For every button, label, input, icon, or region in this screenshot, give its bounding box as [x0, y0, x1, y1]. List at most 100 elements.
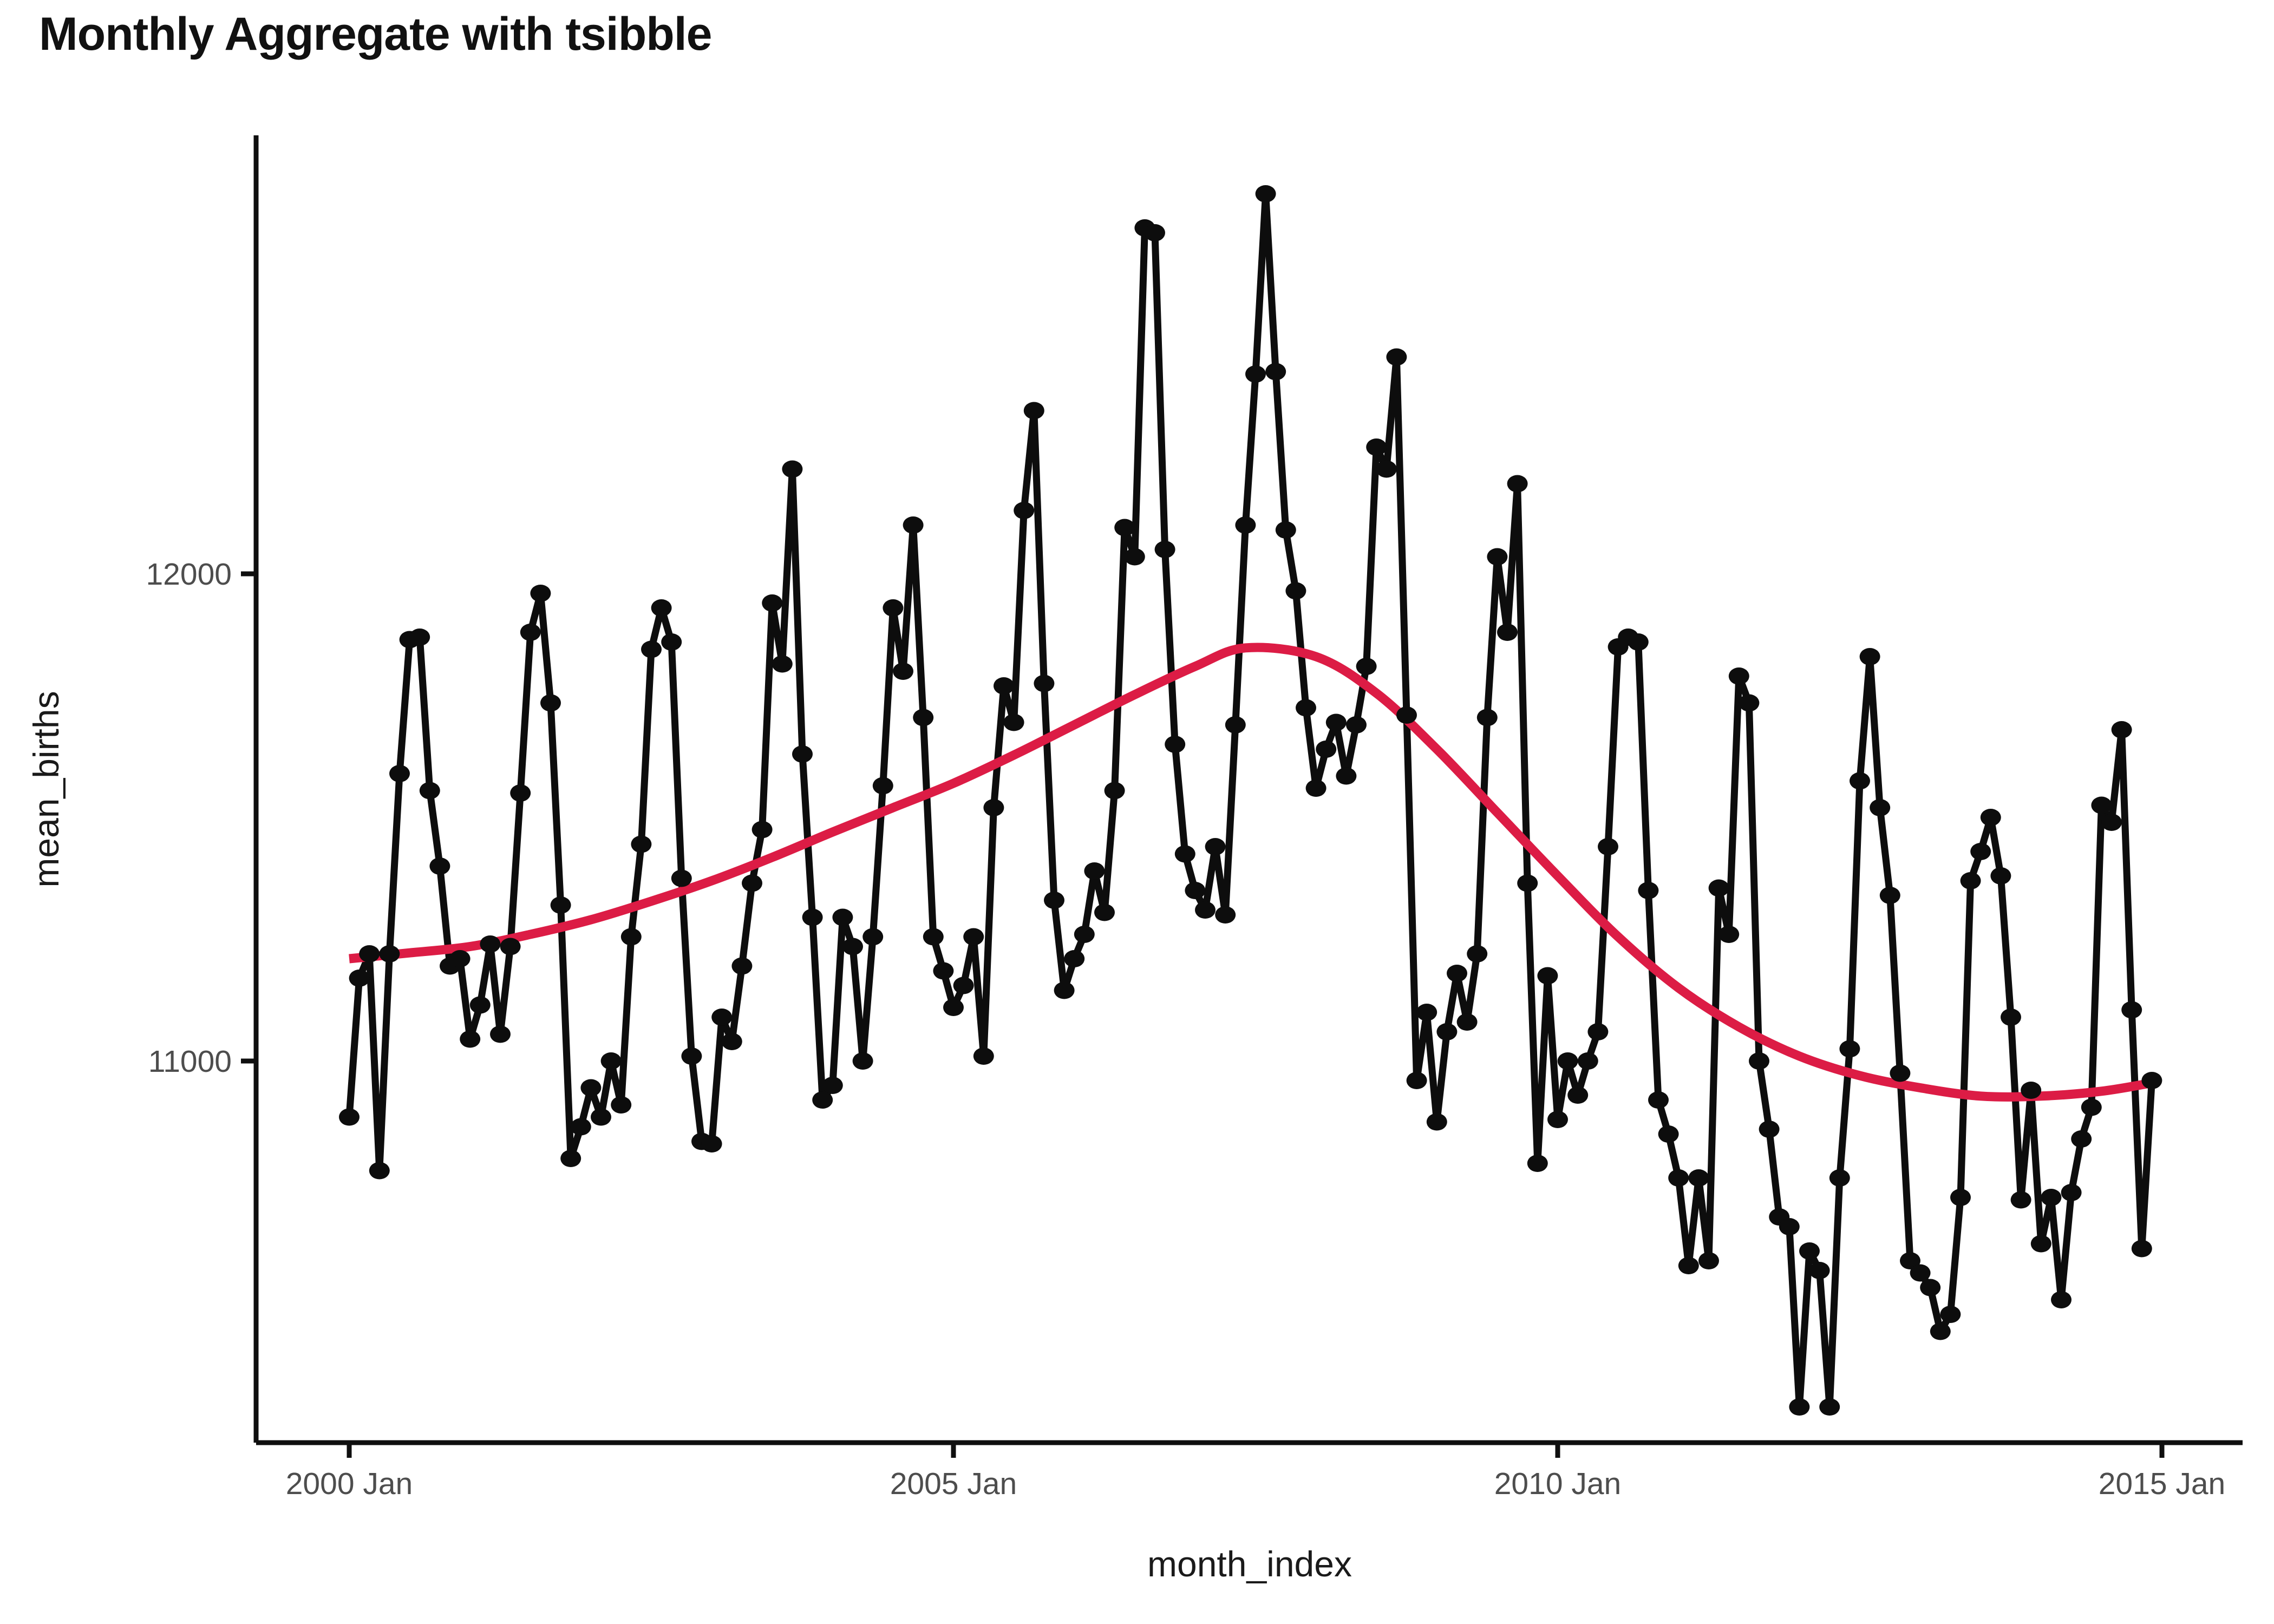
data-point — [701, 1135, 722, 1152]
data-point — [2111, 721, 2132, 738]
data-point — [1104, 782, 1125, 800]
data-point — [1668, 1169, 1689, 1187]
data-point — [1275, 521, 1296, 539]
data-point — [1859, 648, 1880, 665]
data-point — [1638, 882, 1659, 899]
data-point — [1054, 981, 1075, 999]
data-point — [1950, 1189, 1971, 1206]
data-point — [1426, 1113, 1447, 1131]
data-point — [1174, 845, 1195, 863]
data-point — [1205, 838, 1226, 855]
data-point — [782, 460, 803, 478]
x-tick-label: 2010 Jan — [1494, 1466, 1622, 1501]
data-point — [1456, 1013, 1478, 1031]
data-point — [1124, 548, 1145, 566]
data-point — [540, 694, 561, 712]
data-point — [1527, 1155, 1548, 1172]
data-point — [631, 835, 652, 853]
data-point — [1366, 438, 1387, 456]
data-point — [2101, 814, 2122, 831]
data-point — [2091, 796, 2112, 814]
data-point — [903, 516, 924, 534]
data-point — [1587, 1023, 1609, 1040]
data-point — [2131, 1240, 2152, 1258]
data-point — [1930, 1322, 1951, 1340]
data-point — [762, 594, 783, 612]
data-point — [1980, 809, 2001, 826]
data-point — [1064, 950, 1085, 967]
data-point — [923, 928, 944, 946]
data-point — [1235, 516, 1256, 534]
data-point — [661, 633, 682, 651]
data-point — [2071, 1130, 2092, 1148]
data-point — [1325, 713, 1347, 731]
data-point — [1416, 1004, 1437, 1021]
data-point — [480, 935, 501, 953]
data-point — [1598, 838, 1618, 855]
plot-title: Monthly Aggregate with tsibble — [39, 8, 712, 60]
data-point — [812, 1091, 833, 1109]
y-tick-label: 12000 — [146, 557, 232, 592]
data-point — [1265, 363, 1286, 381]
data-point — [1497, 624, 1518, 641]
data-point — [1356, 658, 1377, 675]
data-point — [1739, 694, 1760, 712]
data-point — [2121, 1001, 2142, 1019]
data-point — [1547, 1111, 1568, 1128]
data-point — [591, 1108, 611, 1126]
x-tick-label: 2015 Jan — [2099, 1466, 2226, 1501]
data-point — [1447, 965, 1467, 982]
mean-births-line — [345, 190, 2155, 1411]
data-point — [1698, 1252, 1719, 1269]
data-point — [359, 945, 380, 962]
data-point — [1185, 882, 1206, 899]
data-point — [339, 1108, 360, 1126]
data-point — [1890, 1064, 1911, 1082]
data-point — [963, 928, 984, 946]
data-point — [379, 945, 400, 962]
data-point — [1759, 1121, 1780, 1138]
data-point — [1195, 901, 1216, 919]
data-point — [953, 977, 974, 994]
data-point — [1044, 892, 1064, 909]
data-point — [1305, 780, 1327, 797]
data-point — [1829, 1169, 1850, 1187]
data-point — [429, 857, 450, 875]
data-point — [1225, 716, 1246, 734]
data-point — [1718, 926, 1740, 943]
data-point — [973, 1047, 994, 1065]
data-point — [1376, 460, 1397, 478]
data-point — [1960, 872, 1981, 889]
data-point — [1567, 1086, 1589, 1104]
data-point — [1870, 799, 1891, 816]
data-point — [1165, 736, 1186, 753]
data-point — [893, 663, 913, 680]
data-point — [731, 957, 753, 975]
data-point — [389, 765, 410, 782]
data-point — [560, 1150, 581, 1167]
data-point — [752, 821, 773, 839]
data-point — [913, 709, 934, 726]
data-point — [1628, 633, 1649, 651]
data-point — [580, 1079, 602, 1097]
data-point — [1749, 1052, 1769, 1070]
data-point — [1940, 1306, 1961, 1323]
data-point — [1879, 887, 1900, 904]
data-point — [1970, 843, 1991, 860]
data-point — [1467, 945, 1488, 962]
data-point — [872, 777, 893, 795]
data-point — [620, 928, 642, 946]
data-point — [1014, 502, 1035, 519]
data-point — [1003, 713, 1024, 731]
data-point — [1023, 402, 1044, 420]
data-point — [1517, 874, 1538, 892]
x-axis-title: month_index — [1147, 1544, 1352, 1584]
data-point — [1819, 1398, 1840, 1416]
data-point — [711, 1009, 733, 1026]
data-point — [1094, 903, 1115, 921]
data-point — [369, 1162, 390, 1180]
data-point — [570, 1118, 591, 1136]
data-point — [772, 655, 793, 673]
data-point — [409, 628, 430, 646]
